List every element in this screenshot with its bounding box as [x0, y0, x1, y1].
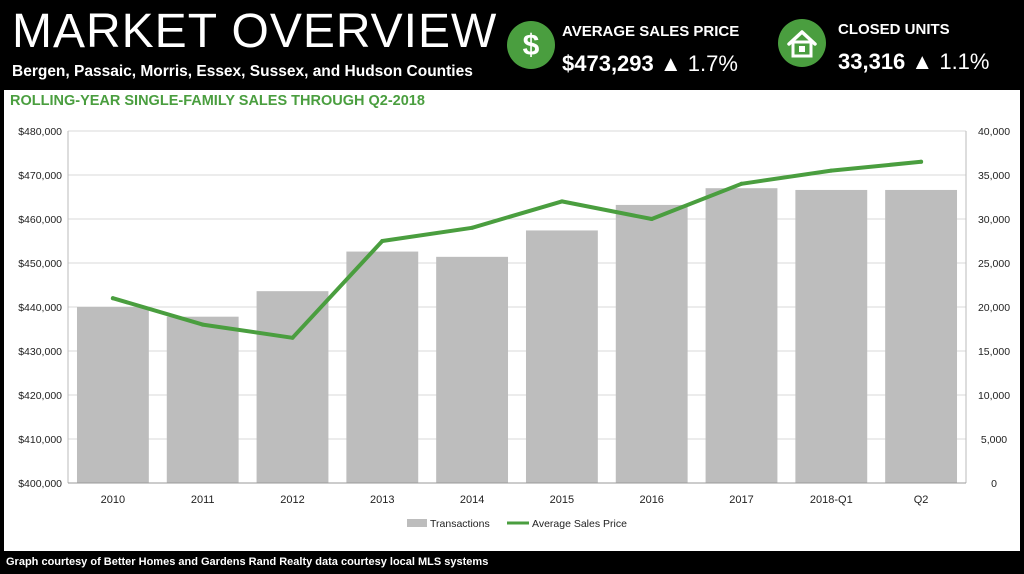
avg-price-point [470, 225, 475, 230]
dollar-icon: $ [507, 21, 555, 69]
bar [166, 316, 239, 483]
bar [795, 189, 868, 483]
y-left-tick-label: $480,000 [18, 126, 62, 138]
avg-price-point [380, 239, 385, 243]
bar [615, 204, 688, 484]
avg-price-point [649, 217, 654, 221]
y-right-tick-label: 40,000 [978, 126, 1010, 138]
x-tick-label: 2017 [729, 494, 753, 506]
y-left-tick-label: $460,000 [18, 214, 62, 226]
y-left-tick-label: $400,000 [18, 478, 62, 490]
avg-price-line [110, 159, 924, 340]
y-left-tick-label: $450,000 [18, 258, 62, 270]
y-right-tick-label: 35,000 [978, 170, 1010, 182]
up-arrow-icon: ▲ [659, 51, 682, 76]
chart-panel: ROLLING-YEAR SINGLE-FAMILY SALES THROUGH… [4, 90, 1020, 551]
header: MARKET OVERVIEW Bergen, Passaic, Morris,… [0, 0, 1024, 90]
x-tick-label: 2013 [370, 494, 394, 506]
up-arrow-icon: ▲ [911, 49, 934, 74]
kpi-avg-price-label: AVERAGE SALES PRICE [562, 23, 740, 40]
avg-price-point [110, 296, 115, 301]
y-left-tick-label: $430,000 [18, 346, 62, 358]
kpi-closed-units-change: 1.1% [939, 49, 990, 74]
bar [76, 307, 149, 483]
bar [525, 230, 598, 483]
kpi-avg-price-value: $473,293 [562, 51, 654, 76]
avg-price-point [290, 335, 295, 340]
x-tick-label: 2016 [639, 494, 663, 506]
x-tick-label: 2010 [101, 494, 125, 506]
legend-avg-price-label: Average Sales Price [532, 518, 627, 530]
bar [705, 188, 778, 483]
sales-chart: $400,000 $410,000 $420,000 $430,000 $440,000… [18, 126, 1010, 530]
y-left-tick-label: $420,000 [18, 390, 62, 402]
legend-transactions-swatch [407, 519, 427, 527]
x-tick-label: 2014 [460, 494, 484, 506]
y-right-tick-label: 30,000 [978, 214, 1010, 226]
legend-transactions-label: Transactions [430, 518, 490, 530]
avg-price-point [829, 168, 834, 173]
x-tick-label: Q2 [914, 494, 929, 506]
svg-text:$: $ [523, 29, 540, 62]
avg-price-point [739, 181, 744, 186]
avg-price-point [559, 199, 564, 204]
bar [346, 251, 419, 483]
kpi-closed-units: 33,316 ▲ 1.1% [838, 48, 989, 76]
chart-title: ROLLING-YEAR SINGLE-FAMILY SALES THROUGH… [10, 93, 425, 109]
x-tick-label: 2015 [550, 494, 574, 506]
bar [256, 291, 329, 483]
bar [885, 189, 958, 483]
y-right-tick-label: 15,000 [978, 346, 1010, 358]
avg-price-point [200, 322, 205, 327]
page-subtitle: Bergen, Passaic, Morris, Essex, Sussex, … [12, 63, 473, 80]
y-right-tick-label: 25,000 [978, 258, 1010, 270]
y-right-tick-label: 20,000 [978, 302, 1010, 314]
avg-price-point [919, 159, 924, 164]
x-tick-label: 2011 [191, 494, 215, 506]
kpi-avg-price-change: 1.7% [687, 51, 738, 76]
house-icon [778, 19, 826, 67]
x-tick-label: 2018-Q1 [810, 494, 853, 506]
y-right-tick-label: 0 [991, 478, 997, 490]
x-tick-label: 2012 [280, 494, 304, 506]
page-title: MARKET OVERVIEW [12, 5, 498, 58]
footer-credit: Graph courtesy of Better Homes and Garde… [6, 556, 489, 568]
y-right-tick-label: 10,000 [978, 390, 1010, 402]
kpi-avg-price: $473,293 ▲ 1.7% [562, 50, 738, 78]
y-right-tick-label: 5,000 [981, 434, 1007, 446]
y-left-tick-label: $440,000 [18, 302, 62, 314]
kpi-closed-units-value: 33,316 [838, 49, 906, 74]
y-left-tick-label: $410,000 [18, 434, 62, 446]
y-left-tick-label: $470,000 [18, 170, 62, 182]
bar [436, 256, 509, 483]
kpi-closed-units-label: CLOSED UNITS [838, 21, 950, 38]
